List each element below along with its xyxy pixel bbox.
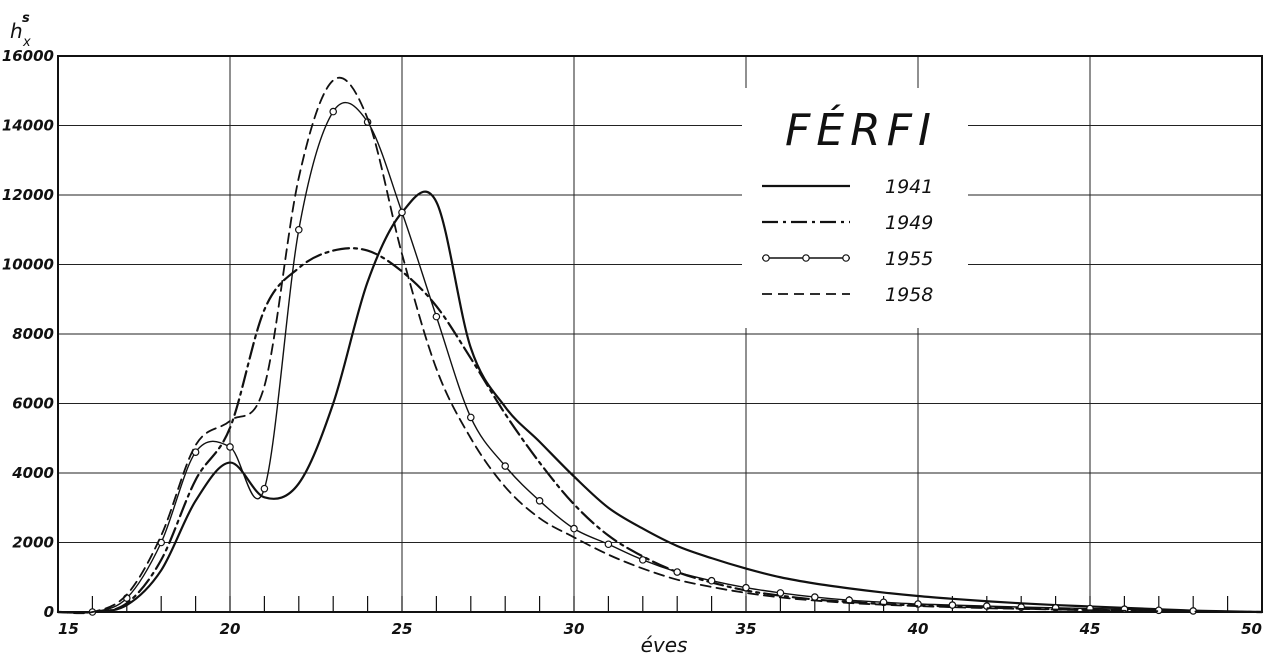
series-line-1949 <box>56 247 1264 614</box>
x-tick-label: 35 <box>736 620 757 638</box>
y-tick-label: 4000 <box>11 464 54 482</box>
x-tick-labels: 15 20 25 30 35 40 45 50 <box>58 620 1262 638</box>
legend-label: 1958 <box>885 284 933 306</box>
y-tick-label: 8000 <box>12 325 54 343</box>
grid <box>57 55 1263 613</box>
y-axis-label: h s x <box>10 11 31 50</box>
y-axis-label-main: h <box>10 19 23 43</box>
legend-entry-1958: 1958 <box>762 284 933 306</box>
data-point <box>294 225 303 234</box>
legend: FÉRFI 1941 1949 1955 1958 <box>742 88 968 328</box>
y-axis-label-sup: s <box>22 11 30 26</box>
data-point <box>776 589 785 597</box>
data-point <box>604 540 613 549</box>
legend-label: 1949 <box>885 212 933 234</box>
data-point <box>501 462 510 470</box>
y-axis-label-sub: x <box>22 35 31 50</box>
x-tick-label: 20 <box>220 620 241 638</box>
legend-label: 1955 <box>885 248 933 270</box>
data-point <box>535 496 544 505</box>
data-point <box>948 601 957 609</box>
data-point <box>570 524 578 533</box>
y-tick-label: 0 <box>44 603 54 621</box>
legend-title: FÉRFI <box>785 103 937 156</box>
data-point <box>707 576 716 585</box>
y-tick-label: 12000 <box>2 186 54 204</box>
series-layer <box>56 76 1264 616</box>
data-point <box>260 484 269 493</box>
legend-marker <box>762 254 770 262</box>
y-tick-label: 6000 <box>12 395 54 413</box>
data-point <box>742 583 750 592</box>
x-tick-label: 25 <box>392 620 413 638</box>
legend-entries: 1941 1949 1955 1958 <box>762 176 933 306</box>
data-point <box>226 443 234 451</box>
data-point <box>432 312 441 321</box>
y-tick-label: 16000 <box>2 47 54 65</box>
legend-marker <box>842 254 850 262</box>
plot-frame <box>57 55 1263 613</box>
y-tick-label: 2000 <box>12 534 54 552</box>
y-tick-labels: 0 2000 4000 6000 8000 10000 12000 14000 16000 <box>2 47 54 621</box>
x-tick-label: 30 <box>564 620 585 638</box>
legend-marker <box>802 254 810 262</box>
series-line-1955 <box>57 101 1263 614</box>
data-point <box>673 568 682 576</box>
x-tick-label: 40 <box>907 620 929 638</box>
y-tick-label: 14000 <box>2 117 54 135</box>
legend-entry-1941: 1941 <box>762 176 933 198</box>
x-tick-label: 45 <box>1079 620 1101 638</box>
legend-entry-1955: 1955 <box>762 248 933 270</box>
legend-label: 1941 <box>885 176 933 198</box>
y-tick-label: 10000 <box>2 256 54 274</box>
series-1958 <box>57 76 1263 615</box>
data-point <box>466 413 475 422</box>
data-point <box>398 208 406 217</box>
x-tick-label: 50 <box>1241 620 1262 638</box>
series-1955 <box>57 101 1263 616</box>
data-point <box>638 556 647 564</box>
x-axis-label: éves <box>641 633 688 657</box>
data-point <box>329 107 338 116</box>
legend-background <box>742 88 968 328</box>
legend-entry-1949: 1949 <box>762 212 933 234</box>
x-tick-label: 15 <box>58 620 79 638</box>
series-line-1958 <box>57 76 1263 615</box>
data-point <box>810 593 819 601</box>
series-1949 <box>56 247 1264 614</box>
